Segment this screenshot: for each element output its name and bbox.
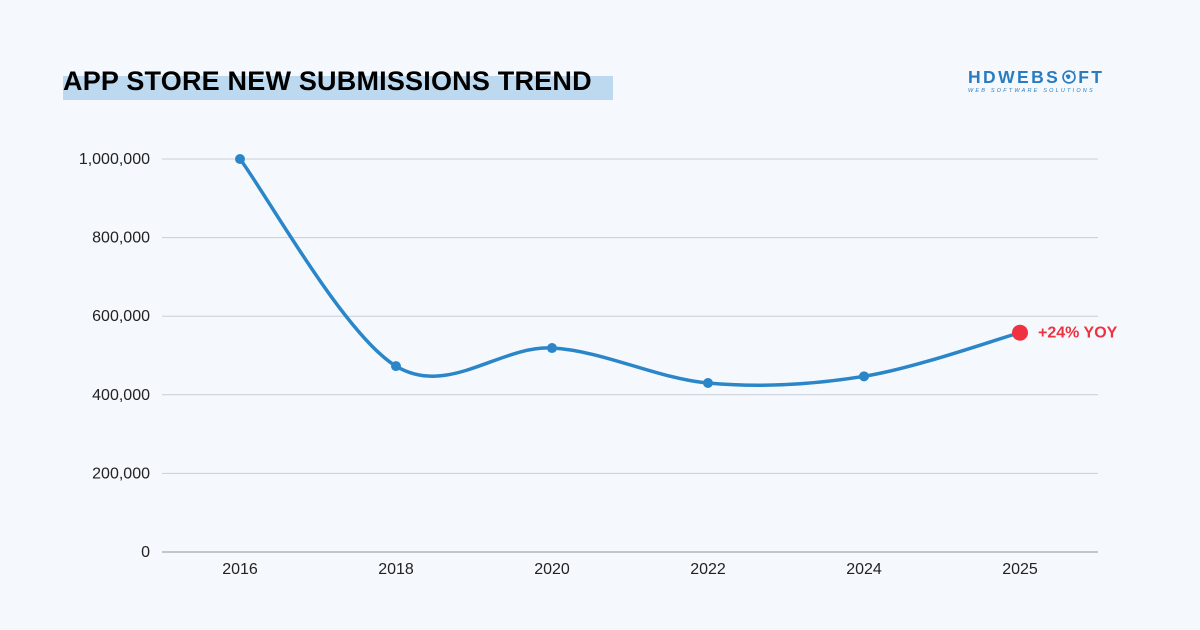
x-tick-label: 2025: [1002, 561, 1038, 578]
title-highlight-bar: [63, 76, 613, 100]
brand-logo: HDWEBS FT WEB SOFTWARE SOLUTIONS: [968, 68, 1120, 98]
x-tick-label: 2016: [222, 561, 258, 578]
x-tick-label: 2022: [690, 561, 726, 578]
data-points: [235, 154, 1028, 389]
data-point: [391, 361, 401, 372]
y-tick-label: 200,000: [92, 465, 150, 482]
yoy-annotation: +24% YOY: [1038, 325, 1118, 342]
highlight-point: [1012, 324, 1028, 341]
y-axis-labels: 0 200,000 400,000 600,000 800,000 1,000,000: [79, 151, 150, 561]
data-point: [235, 154, 245, 164]
gridlines: [162, 158, 1098, 553]
series-line: [238, 157, 1022, 387]
x-tick-label: 2018: [378, 561, 414, 578]
data-point: [703, 378, 713, 389]
data-point: [859, 371, 869, 382]
logo-text-end: FT: [1078, 67, 1105, 87]
annotations: +24% YOY: [1038, 325, 1118, 342]
x-axis-labels: 2016 2018 2020 2022 2024 2025: [222, 561, 1038, 578]
title-block: APP STORE NEW SUBMISSIONS TREND: [63, 66, 613, 100]
y-tick-label: 0: [141, 544, 150, 561]
series-line-layer: [238, 157, 1022, 387]
logo-text-start: HDWEBS: [968, 67, 1061, 87]
y-tick-label: 600,000: [92, 308, 150, 325]
y-tick-label: 800,000: [92, 230, 150, 247]
chart-title: APP STORE NEW SUBMISSIONS TREND: [63, 66, 592, 96]
x-tick-label: 2024: [846, 561, 882, 578]
x-tick-label: 2020: [534, 561, 570, 578]
data-point: [547, 343, 557, 354]
logo-tagline: WEB SOFTWARE SOLUTIONS: [968, 88, 1095, 94]
y-tick-label: 400,000: [92, 387, 150, 404]
y-tick-label: 1,000,000: [79, 151, 150, 168]
logo-wordmark: HDWEBS FT: [968, 68, 1120, 86]
globe-icon: [1062, 70, 1076, 84]
